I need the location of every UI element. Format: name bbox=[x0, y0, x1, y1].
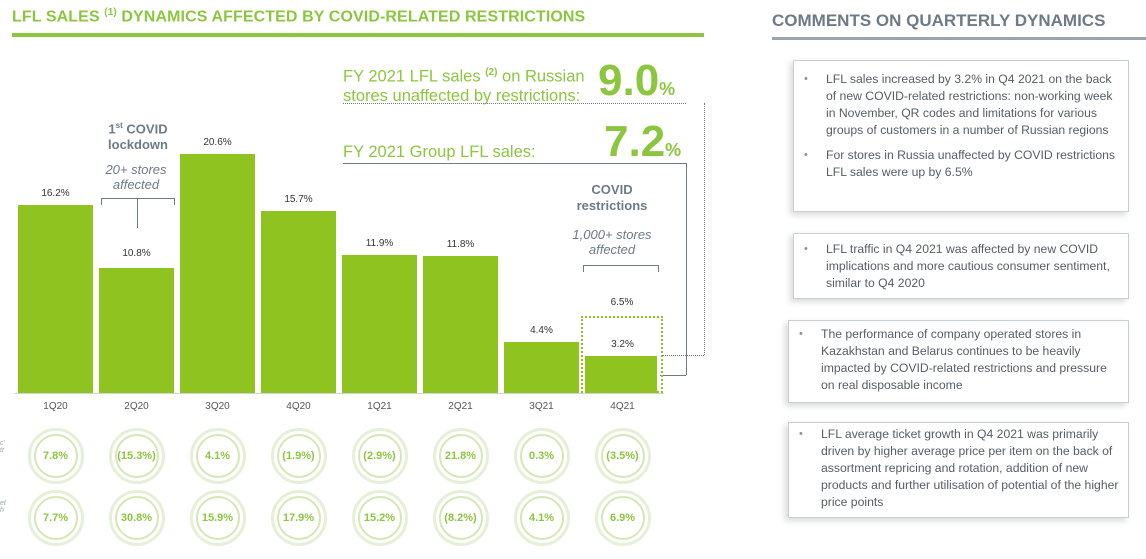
traffic-circle-value: 4.1% bbox=[195, 434, 240, 478]
category-label: 2Q20 bbox=[124, 401, 149, 412]
category-label: 1Q21 bbox=[367, 401, 392, 412]
bar-1q20 bbox=[18, 205, 93, 393]
traffic-circle-value: (15.3%) bbox=[114, 434, 159, 478]
value-label: 11.9% bbox=[365, 237, 394, 249]
annotation-covid-restrictions: COVID restrictions bbox=[576, 182, 648, 213]
value-label: 20.6% bbox=[203, 137, 232, 148]
russian-connector-vertical bbox=[704, 103, 705, 355]
category-label: 3Q20 bbox=[205, 401, 230, 412]
ticket-circle-value: 15.9% bbox=[195, 496, 240, 540]
kpi-group-value: 7.2% bbox=[604, 117, 682, 166]
ticket-circle-value: 17.9% bbox=[276, 496, 321, 540]
comment-card-4: LFL average ticket growth in Q4 2021 was… bbox=[788, 422, 1129, 518]
comment-item: The performance of company operated stor… bbox=[789, 326, 1122, 394]
value-label: 10.8% bbox=[122, 247, 151, 259]
chart-baseline bbox=[14, 393, 664, 394]
title-main: LFL SALES bbox=[12, 8, 100, 26]
bar-4q21 bbox=[585, 355, 657, 393]
traffic-circle-value: (3.5%) bbox=[600, 434, 645, 478]
traffic-circle: (1.9%) bbox=[270, 428, 327, 484]
ticket-circle-value: 7.7% bbox=[33, 496, 78, 540]
group-connector-vertical bbox=[686, 163, 687, 375]
kpi-group-label: FY 2021 Group LFL sales: bbox=[343, 143, 536, 161]
lfl-bar-chart: 16.2% 1Q20 10.8% 2Q20 20.6% 3Q20 15.7% 4Q20 11.9… bbox=[0, 0, 710, 420]
category-label: 4Q21 bbox=[610, 401, 635, 412]
traffic-circle-value: (1.9%) bbox=[276, 434, 321, 478]
value-label: 3.2% bbox=[611, 338, 634, 350]
group-connector-horizontal bbox=[660, 375, 686, 376]
traffic-circle: (3.5%) bbox=[594, 428, 651, 484]
traffic-circle-value: 7.8% bbox=[33, 434, 78, 478]
value-label: 16.2% bbox=[41, 188, 70, 200]
ticket-circle: 4.1% bbox=[513, 490, 570, 546]
ticket-circle: 15.9% bbox=[189, 490, 246, 546]
comments-underline bbox=[772, 37, 1146, 40]
comment-card-3: The performance of company operated stor… bbox=[788, 320, 1129, 403]
ticket-circle: 15.2% bbox=[351, 490, 408, 546]
row1-side-label: c' tr bbox=[0, 440, 5, 454]
ticket-circle-value: 15.2% bbox=[357, 496, 402, 540]
traffic-circle-value: 0.3% bbox=[519, 434, 564, 478]
title-footnote-ref: (1) bbox=[104, 7, 117, 18]
ticket-circle: 6.9% bbox=[594, 490, 651, 546]
comment-item: For stores in Russia unaffected by COVID… bbox=[794, 147, 1122, 181]
bar-2q21 bbox=[423, 256, 498, 393]
traffic-circle: 0.3% bbox=[513, 428, 570, 484]
traffic-circle: 4.1% bbox=[189, 428, 246, 484]
ticket-circle-value: 4.1% bbox=[519, 496, 564, 540]
annotation-1000-stores: 1,000+ stores affected bbox=[572, 227, 652, 257]
bar-2q20 bbox=[99, 267, 174, 393]
ticket-circle-value: (8.2%) bbox=[438, 496, 483, 540]
ticket-circle: 30.8% bbox=[108, 490, 165, 546]
comments-title: COMMENTS ON QUARTERLY DYNAMICS bbox=[772, 11, 1106, 30]
traffic-circle: 21.8% bbox=[432, 428, 489, 484]
title-underline bbox=[12, 33, 704, 37]
brace-2q20 bbox=[101, 198, 175, 205]
annotation-20-stores: 20+ stores affected bbox=[105, 162, 167, 192]
ticket-circle: 7.7% bbox=[27, 490, 84, 546]
brace-4q21 bbox=[583, 265, 659, 272]
russian-connector-horizontal bbox=[663, 355, 704, 356]
bar-1q21 bbox=[342, 254, 417, 393]
traffic-circle-value: 21.8% bbox=[438, 434, 483, 478]
kpi-russian-label: FY 2021 LFL sales (2) on Russian stores … bbox=[343, 67, 585, 105]
comment-card-2: LFL traffic in Q4 2021 was affected by n… bbox=[793, 233, 1129, 299]
brace-2q20-stem bbox=[137, 198, 138, 228]
bar-3q20 bbox=[180, 154, 255, 393]
comment-item: LFL traffic in Q4 2021 was affected by n… bbox=[794, 241, 1122, 292]
traffic-circle: (15.3%) bbox=[108, 428, 165, 484]
q4-unaffected-box bbox=[581, 316, 663, 393]
value-label: 15.7% bbox=[284, 193, 313, 205]
comment-item: LFL average ticket growth in Q4 2021 was… bbox=[789, 426, 1122, 511]
ticket-circle-value: 30.8% bbox=[114, 496, 159, 540]
comment-card-1: LFL sales increased by 3.2% in Q4 2021 o… bbox=[793, 60, 1129, 212]
category-label: 2Q21 bbox=[448, 401, 473, 412]
ticket-circle: (8.2%) bbox=[432, 490, 489, 546]
bar-4q20 bbox=[261, 210, 336, 393]
title-rest: DYNAMICS AFFECTED BY COVID-RELATED RESTR… bbox=[121, 8, 586, 26]
bar-3q21 bbox=[504, 341, 579, 393]
kpi-russian-value: 9.0% bbox=[598, 56, 676, 105]
kpi-group-underline bbox=[343, 163, 686, 164]
traffic-circle: 7.8% bbox=[27, 428, 84, 484]
category-label: 4Q20 bbox=[286, 401, 311, 412]
comment-card-1-list: LFL sales increased by 3.2% in Q4 2021 o… bbox=[794, 71, 1128, 181]
kpi-russian-underline bbox=[343, 103, 686, 104]
value-label: 4.4% bbox=[530, 324, 553, 336]
ticket-circle: 17.9% bbox=[270, 490, 327, 546]
annotation-first-lockdown: 1st COVID lockdown bbox=[108, 121, 168, 153]
value-label: 11.8% bbox=[446, 239, 475, 251]
row2-side-label: et h bbox=[0, 500, 6, 514]
category-label: 1Q20 bbox=[43, 401, 68, 412]
traffic-circle-value: (2.9%) bbox=[357, 434, 402, 478]
chart-title: LFL SALES (1) DYNAMICS AFFECTED BY COVID… bbox=[12, 7, 585, 26]
ticket-circle-value: 6.9% bbox=[600, 496, 645, 540]
q4-unaffected-value: 6.5% bbox=[610, 297, 634, 308]
comment-item: LFL sales increased by 3.2% in Q4 2021 o… bbox=[794, 71, 1122, 139]
traffic-circle: (2.9%) bbox=[351, 428, 408, 484]
category-label: 3Q21 bbox=[529, 401, 554, 412]
